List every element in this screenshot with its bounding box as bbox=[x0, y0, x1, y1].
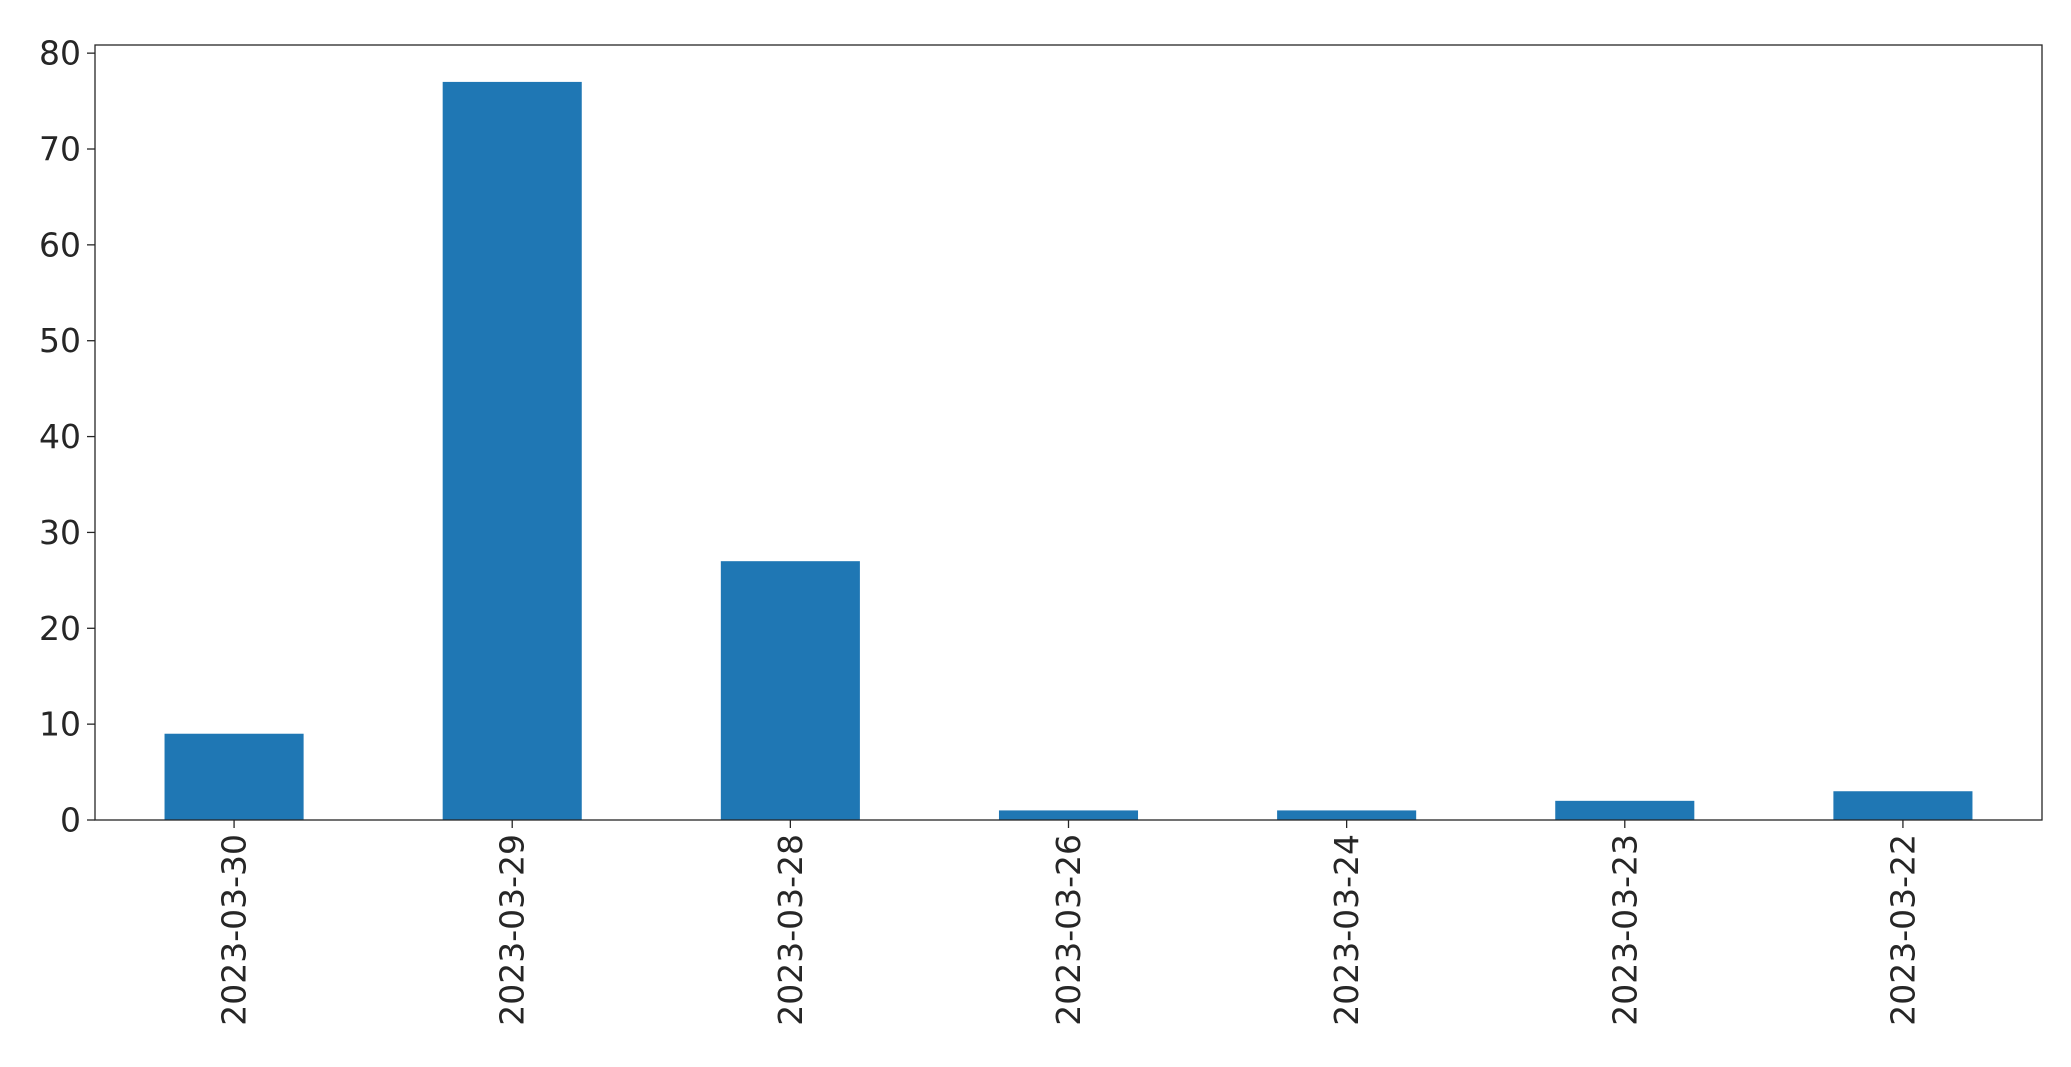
y-tick-label: 70 bbox=[39, 130, 81, 169]
y-tick-label: 0 bbox=[60, 801, 81, 840]
y-axis: 0 10 20 30 40 50 60 70 80 bbox=[39, 34, 95, 840]
x-tick-label: 2023-03-24 bbox=[1327, 834, 1366, 1026]
x-tick-label: 2023-03-29 bbox=[493, 834, 532, 1026]
y-tick-label: 10 bbox=[39, 705, 81, 744]
bar-2023-03-28 bbox=[720, 561, 860, 820]
x-tick-label: 2023-03-28 bbox=[771, 834, 810, 1026]
y-tick-label: 50 bbox=[39, 321, 81, 360]
y-tick-label: 40 bbox=[39, 417, 81, 456]
x-tick-label: 2023-03-26 bbox=[1049, 834, 1088, 1026]
x-axis: 2023-03-30 2023-03-29 2023-03-28 2023-03-26… bbox=[215, 820, 1922, 1026]
y-tick-label: 30 bbox=[39, 513, 81, 552]
bar-2023-03-24 bbox=[1277, 810, 1417, 820]
x-tick-label: 2023-03-30 bbox=[215, 834, 254, 1026]
y-tick-label: 60 bbox=[39, 225, 81, 264]
bar-2023-03-22 bbox=[1833, 791, 1973, 820]
x-tick-label: 2023-03-22 bbox=[1883, 834, 1922, 1026]
x-tick-label: 2023-03-23 bbox=[1605, 834, 1644, 1026]
bars-layer bbox=[164, 81, 1973, 820]
plot-frame bbox=[94, 44, 2043, 821]
bar-2023-03-29 bbox=[442, 81, 582, 820]
y-tick-label: 80 bbox=[39, 34, 81, 73]
y-tick-label: 20 bbox=[39, 609, 81, 648]
bar-2023-03-26 bbox=[998, 810, 1139, 820]
bar-2023-03-23 bbox=[1555, 800, 1695, 820]
bar-2023-03-30 bbox=[164, 733, 304, 820]
